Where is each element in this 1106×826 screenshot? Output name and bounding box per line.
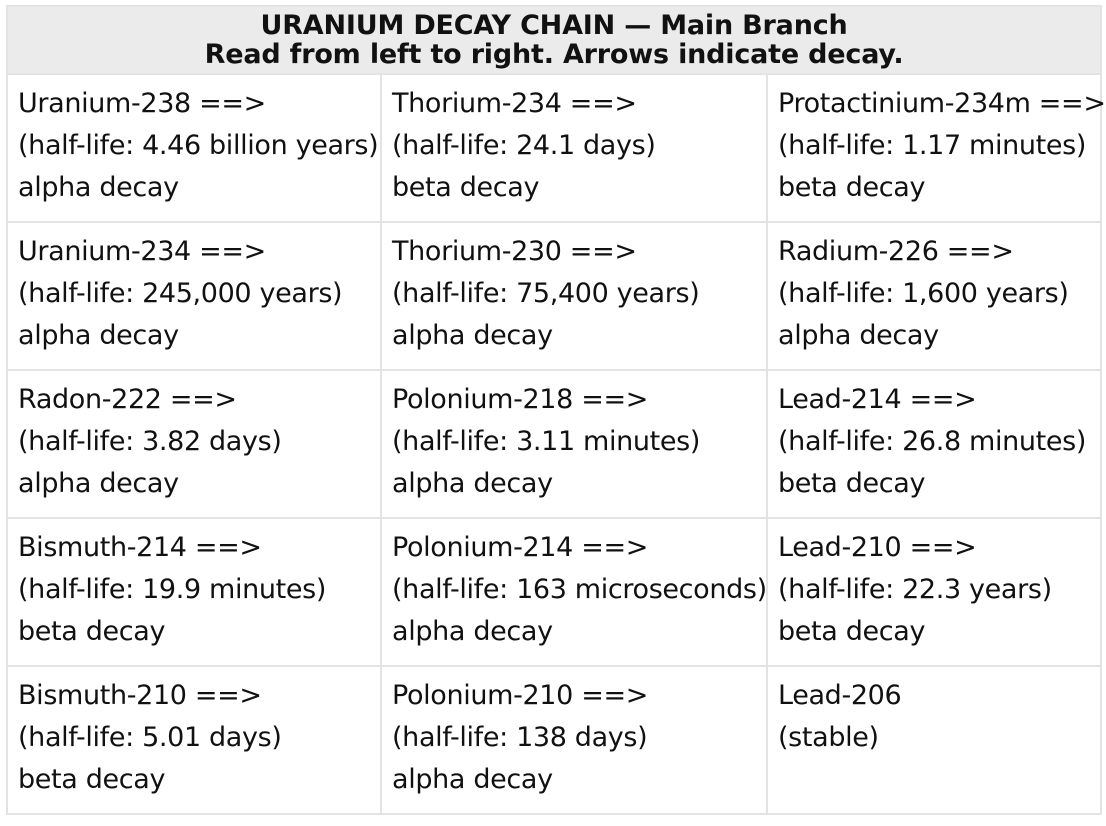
table-header: URANIUM DECAY CHAIN — Main Branch Read f… <box>7 6 1101 74</box>
isotope-cell: Radon-222 ==> (half-life: 3.82 days) alp… <box>7 370 381 518</box>
table-row: Bismuth-214 ==> (half-life: 19.9 minutes… <box>7 518 1101 666</box>
isotope-cell: Polonium-218 ==> (half-life: 3.11 minute… <box>381 370 767 518</box>
isotope-name: Polonium-210 ==> <box>392 675 766 717</box>
decay-mode: beta decay <box>778 167 1100 209</box>
decay-mode: alpha decay <box>392 315 766 357</box>
half-life: (half-life: 3.11 minutes) <box>392 421 766 463</box>
decay-mode: alpha decay <box>392 463 766 505</box>
isotope-cell: Uranium-234 ==> (half-life: 245,000 year… <box>7 222 381 370</box>
isotope-name: Radium-226 ==> <box>778 231 1100 273</box>
isotope-cell: Lead-214 ==> (half-life: 26.8 minutes) b… <box>767 370 1101 518</box>
half-life: (half-life: 3.82 days) <box>18 421 380 463</box>
isotope-name: Thorium-234 ==> <box>392 83 766 125</box>
isotope-name: Uranium-238 ==> <box>18 83 380 125</box>
decay-mode: beta decay <box>778 611 1100 653</box>
decay-mode: alpha decay <box>18 167 380 209</box>
isotope-cell: Protactinium-234m ==> (half-life: 1.17 m… <box>767 74 1101 222</box>
half-life: (stable) <box>778 717 1100 759</box>
isotope-name: Uranium-234 ==> <box>18 231 380 273</box>
isotope-name: Thorium-230 ==> <box>392 231 766 273</box>
decay-mode: beta decay <box>18 611 380 653</box>
decay-mode: alpha decay <box>392 611 766 653</box>
isotope-name: Polonium-218 ==> <box>392 379 766 421</box>
isotope-name: Lead-214 ==> <box>778 379 1100 421</box>
isotope-cell: Thorium-234 ==> (half-life: 24.1 days) b… <box>381 74 767 222</box>
isotope-name: Polonium-214 ==> <box>392 527 766 569</box>
isotope-cell: Radium-226 ==> (half-life: 1,600 years) … <box>767 222 1101 370</box>
isotope-name: Protactinium-234m ==> <box>778 83 1100 125</box>
isotope-cell: Lead-206 (stable) <box>767 666 1101 814</box>
isotope-cell: Bismuth-210 ==> (half-life: 5.01 days) b… <box>7 666 381 814</box>
table-subtitle: Read from left to right. Arrows indicate… <box>8 40 1100 69</box>
isotope-name: Radon-222 ==> <box>18 379 380 421</box>
decay-mode: beta decay <box>18 759 380 801</box>
isotope-name: Bismuth-210 ==> <box>18 675 380 717</box>
decay-mode: alpha decay <box>392 759 766 801</box>
half-life: (half-life: 138 days) <box>392 717 766 759</box>
half-life: (half-life: 22.3 years) <box>778 569 1100 611</box>
decay-mode: beta decay <box>778 463 1100 505</box>
isotope-cell: Thorium-230 ==> (half-life: 75,400 years… <box>381 222 767 370</box>
half-life: (half-life: 26.8 minutes) <box>778 421 1100 463</box>
decay-mode: alpha decay <box>778 315 1100 357</box>
half-life: (half-life: 75,400 years) <box>392 273 766 315</box>
table-title: URANIUM DECAY CHAIN — Main Branch <box>8 11 1100 40</box>
isotope-name: Bismuth-214 ==> <box>18 527 380 569</box>
isotope-cell: Bismuth-214 ==> (half-life: 19.9 minutes… <box>7 518 381 666</box>
decay-mode: beta decay <box>392 167 766 209</box>
half-life: (half-life: 1.17 minutes) <box>778 125 1100 167</box>
decay-mode: alpha decay <box>18 315 380 357</box>
table-row: Uranium-238 ==> (half-life: 4.46 billion… <box>7 74 1101 222</box>
half-life: (half-life: 24.1 days) <box>392 125 766 167</box>
half-life: (half-life: 5.01 days) <box>18 717 380 759</box>
isotope-cell: Polonium-210 ==> (half-life: 138 days) a… <box>381 666 767 814</box>
half-life: (half-life: 245,000 years) <box>18 273 380 315</box>
isotope-cell: Uranium-238 ==> (half-life: 4.46 billion… <box>7 74 381 222</box>
isotope-name: Lead-206 <box>778 675 1100 717</box>
half-life: (half-life: 19.9 minutes) <box>18 569 380 611</box>
table-row: Radon-222 ==> (half-life: 3.82 days) alp… <box>7 370 1101 518</box>
isotope-cell: Lead-210 ==> (half-life: 22.3 years) bet… <box>767 518 1101 666</box>
decay-mode: alpha decay <box>18 463 380 505</box>
table-row: Uranium-234 ==> (half-life: 245,000 year… <box>7 222 1101 370</box>
isotope-name: Lead-210 ==> <box>778 527 1100 569</box>
half-life: (half-life: 4.46 billion years) <box>18 125 380 167</box>
decay-chain-table: URANIUM DECAY CHAIN — Main Branch Read f… <box>6 5 1102 815</box>
isotope-cell: Polonium-214 ==> (half-life: 163 microse… <box>381 518 767 666</box>
half-life: (half-life: 163 microseconds) <box>392 569 766 611</box>
table-header-row: URANIUM DECAY CHAIN — Main Branch Read f… <box>7 6 1101 74</box>
table-row: Bismuth-210 ==> (half-life: 5.01 days) b… <box>7 666 1101 814</box>
half-life: (half-life: 1,600 years) <box>778 273 1100 315</box>
